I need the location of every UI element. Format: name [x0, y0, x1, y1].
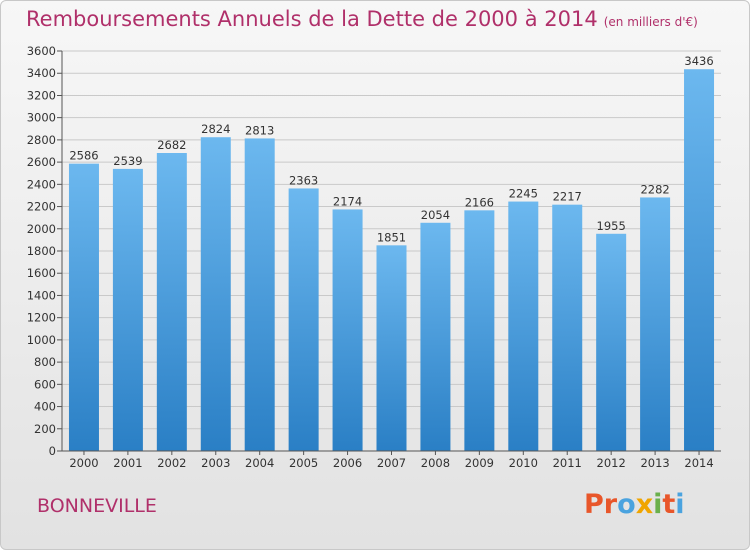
data-label: 2813 [245, 123, 274, 137]
y-tick-label: 3000 [27, 111, 56, 125]
y-tick-label: 0 [49, 444, 56, 458]
y-tick-label: 2800 [27, 133, 56, 147]
y-tick-label: 3200 [27, 88, 56, 102]
chart-subtitle: (en milliers d'€) [603, 15, 698, 29]
x-tick-label: 2013 [640, 456, 669, 470]
data-label: 3436 [684, 54, 713, 68]
logo-letter: x [635, 489, 654, 520]
data-label: 2174 [333, 194, 362, 208]
x-tick-label: 2012 [597, 456, 626, 470]
data-label: 2282 [640, 182, 669, 196]
logo-letter: P [584, 489, 604, 520]
x-tick-label: 2001 [113, 456, 142, 470]
bar [244, 138, 275, 451]
x-tick-label: 2008 [421, 456, 450, 470]
data-label: 2539 [113, 154, 142, 168]
data-label: 2586 [69, 149, 98, 163]
y-tick-label: 1600 [27, 266, 56, 280]
x-tick-label: 2014 [684, 456, 713, 470]
bar [552, 204, 583, 451]
y-tick-label: 2000 [27, 222, 56, 236]
x-tick-label: 2002 [157, 456, 186, 470]
x-tick-label: 2007 [377, 456, 406, 470]
x-tick-label: 2004 [245, 456, 274, 470]
y-tick-label: 1800 [27, 244, 56, 258]
commune-name: BONNEVILLE [37, 495, 157, 517]
bar [596, 233, 627, 451]
bar [684, 69, 715, 451]
proxiti-logo: Proxiti [584, 489, 685, 520]
data-label: 2363 [289, 173, 318, 187]
x-tick-label: 2011 [553, 456, 582, 470]
y-tick-label: 800 [34, 355, 56, 369]
bar [68, 163, 99, 451]
bar [420, 222, 451, 451]
data-label: 1955 [597, 219, 626, 233]
y-tick-label: 2600 [27, 155, 56, 169]
y-tick-label: 1400 [27, 288, 56, 302]
bar [376, 245, 407, 451]
bar [200, 137, 231, 451]
chart-title: Remboursements Annuels de la Dette de 20… [26, 7, 698, 31]
data-label: 2682 [157, 138, 186, 152]
x-tick-label: 2003 [201, 456, 230, 470]
bar [288, 188, 319, 451]
y-tick-label: 3400 [27, 66, 56, 80]
y-tick-label: 600 [34, 377, 56, 391]
y-tick-label: 1200 [27, 311, 56, 325]
logo-letter: i [675, 489, 685, 520]
bar [332, 209, 363, 451]
data-label: 2217 [553, 190, 582, 204]
x-tick-label: 2000 [69, 456, 98, 470]
logo-letter: r [603, 489, 618, 520]
y-tick-label: 2200 [27, 200, 56, 214]
bar [508, 201, 539, 451]
x-tick-label: 2009 [465, 456, 494, 470]
y-tick-label: 400 [34, 400, 56, 414]
data-label: 2054 [421, 208, 450, 222]
y-tick-label: 200 [34, 422, 56, 436]
y-tick-label: 1000 [27, 333, 56, 347]
x-tick-label: 2005 [289, 456, 318, 470]
bar [156, 153, 187, 451]
logo-letter: t [662, 489, 676, 520]
x-tick-label: 2006 [333, 456, 362, 470]
data-label: 2245 [509, 187, 538, 201]
x-tick-label: 2010 [509, 456, 538, 470]
title-text: Remboursements Annuels de la Dette de 20… [26, 7, 598, 31]
bar [112, 168, 143, 451]
bar [464, 210, 495, 451]
bar [640, 197, 671, 451]
logo-letter: o [617, 489, 636, 520]
data-label: 1851 [377, 230, 406, 244]
data-label: 2166 [465, 195, 494, 209]
y-tick-label: 3600 [27, 44, 56, 58]
y-tick-label: 2400 [27, 177, 56, 191]
data-label: 2824 [201, 122, 230, 136]
logo-letter: i [653, 489, 663, 520]
